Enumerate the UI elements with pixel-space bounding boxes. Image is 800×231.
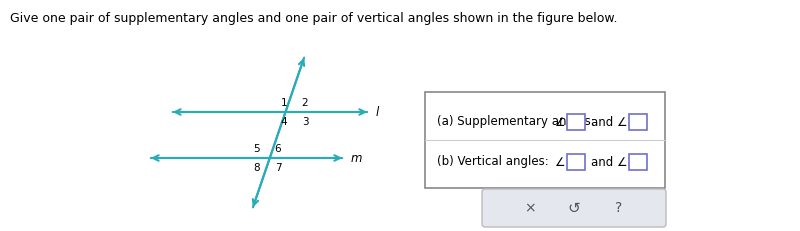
Text: ↺: ↺ [568, 201, 580, 216]
Bar [629, 114, 647, 130]
Text: 7: 7 [274, 163, 282, 173]
Text: 6: 6 [274, 144, 282, 154]
Text: m: m [351, 152, 362, 164]
Bar [567, 114, 585, 130]
Text: and ∠: and ∠ [591, 116, 627, 128]
Text: ?: ? [615, 201, 622, 215]
Bar [629, 154, 647, 170]
Text: 1: 1 [281, 98, 287, 108]
Text: ∠: ∠ [555, 116, 566, 128]
Text: Give one pair of supplementary angles and one pair of vertical angles shown in t: Give one pair of supplementary angles an… [10, 12, 618, 25]
Text: ×: × [524, 201, 535, 215]
Text: ∠: ∠ [555, 155, 566, 168]
Text: l: l [376, 106, 379, 119]
Text: 3: 3 [302, 117, 308, 127]
Text: 2: 2 [302, 98, 308, 108]
Text: (a) Supplementary angles:: (a) Supplementary angles: [437, 116, 594, 128]
Text: 5: 5 [254, 144, 260, 154]
Text: 8: 8 [254, 163, 260, 173]
Text: (b) Vertical angles:: (b) Vertical angles: [437, 155, 549, 168]
Text: and ∠: and ∠ [591, 155, 627, 168]
Text: 4: 4 [281, 117, 287, 127]
Bar [425, 92, 665, 188]
FancyBboxPatch shape [482, 189, 666, 227]
Bar [567, 154, 585, 170]
